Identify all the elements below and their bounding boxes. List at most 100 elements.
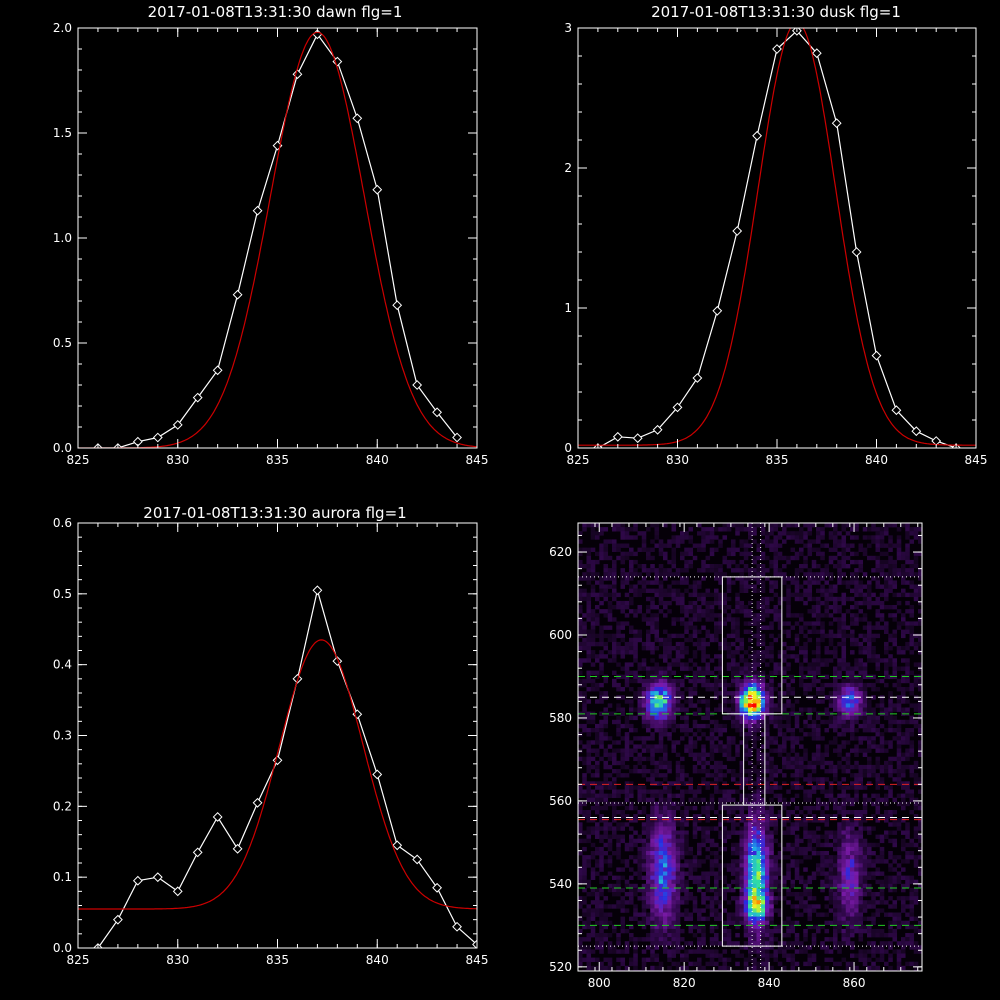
heatmap-cell (680, 814, 685, 819)
heatmap-cell (888, 867, 893, 872)
heatmap-cell (701, 715, 706, 721)
heatmap-cell (782, 539, 787, 544)
heatmap-cell (884, 621, 889, 626)
heatmap-cell (603, 830, 609, 835)
data-point-diamond (851, 247, 862, 257)
heatmap-cell (858, 822, 864, 827)
heatmap-cell (671, 715, 677, 721)
heatmap-cell (705, 855, 711, 860)
heatmap-cell (590, 609, 596, 614)
heatmap-cell (718, 863, 723, 868)
heatmap-cell (663, 572, 668, 577)
heatmap-cell (862, 703, 868, 708)
heatmap-cell (641, 863, 647, 868)
heatmap-cell (646, 826, 651, 831)
heatmap-cell (748, 600, 753, 606)
heatmap-cell (752, 822, 757, 827)
heatmap-cell (590, 715, 596, 721)
heatmap-cell (714, 896, 719, 901)
heatmap-cell (888, 793, 893, 798)
heatmap-cell (782, 830, 787, 835)
heatmap-cell (756, 654, 762, 659)
heatmap-cell (748, 797, 753, 803)
heatmap-cell (714, 576, 719, 581)
heatmap-cell (777, 797, 783, 803)
heatmap-cell (765, 539, 770, 544)
heatmap-cell (663, 687, 668, 692)
heatmap-cell (867, 580, 872, 585)
heatmap-cell (773, 715, 779, 721)
heatmap-cell (701, 609, 706, 614)
heatmap-cell (811, 564, 817, 569)
heatmap-cell (867, 535, 872, 540)
heatmap-cell (637, 760, 643, 766)
heatmap-cell (845, 846, 851, 852)
heatmap-cell (901, 887, 906, 893)
heatmap-cell (603, 646, 609, 651)
heatmap-cell (582, 547, 587, 552)
heatmap-cell (726, 551, 732, 557)
heatmap-cell (794, 531, 800, 536)
heatmap-cell (875, 539, 881, 544)
heatmap-cell (760, 896, 766, 901)
heatmap-cell (633, 527, 638, 532)
heatmap-cell (875, 600, 881, 606)
heatmap-cell (816, 691, 821, 696)
heatmap-cell (845, 719, 851, 725)
heatmap-cell (777, 785, 783, 790)
heatmap-cell (590, 633, 596, 639)
heatmap-cell (675, 740, 681, 745)
heatmap-cell (807, 715, 813, 721)
heatmap-cell (671, 830, 677, 835)
heatmap-cell (871, 711, 876, 716)
heatmap-cell (871, 875, 876, 880)
heatmap-cell (641, 744, 647, 749)
heatmap-cell (845, 883, 851, 889)
heatmap-cell (701, 568, 706, 573)
heatmap-cell (731, 810, 736, 815)
heatmap-cell (688, 736, 694, 741)
heatmap-cell (837, 633, 842, 639)
heatmap-cell (595, 654, 600, 659)
heatmap-cell (582, 838, 587, 844)
heatmap-cell (739, 863, 745, 868)
heatmap-cell (918, 867, 922, 872)
heatmap-cell (718, 539, 723, 544)
heatmap-cell (633, 744, 638, 749)
heatmap-cell (794, 637, 800, 643)
heatmap-cell (794, 793, 800, 798)
heatmap-cell (714, 851, 719, 856)
heatmap-cell (854, 658, 859, 663)
heatmap-cell (875, 527, 881, 532)
heatmap-cell (867, 641, 872, 647)
heatmap-cell (714, 568, 719, 573)
heatmap-cell (752, 572, 757, 577)
heatmap-cell (841, 637, 847, 643)
heatmap-cell (620, 621, 626, 626)
heatmap-cell (646, 691, 651, 696)
heatmap-cell (671, 863, 677, 868)
heatmap-cell (803, 641, 808, 647)
heatmap-cell (629, 769, 634, 774)
heatmap-cell (650, 736, 655, 741)
heatmap-cell (862, 797, 868, 803)
heatmap-cell (752, 838, 757, 844)
heatmap-cell (803, 666, 808, 671)
heatmap-cell (599, 711, 604, 716)
heatmap-cell (918, 539, 922, 544)
heatmap-cell (739, 838, 745, 844)
heatmap-cell (658, 797, 664, 803)
heatmap-cell (607, 744, 613, 749)
heatmap-cell (748, 584, 753, 589)
heatmap-cell (845, 855, 851, 860)
heatmap-cell (765, 719, 770, 725)
heatmap-cell (714, 596, 719, 602)
heatmap-cell (875, 793, 881, 798)
heatmap-cell (680, 826, 685, 831)
heatmap-cell (671, 814, 677, 819)
heatmap-cell (773, 605, 779, 610)
heatmap-cell (726, 814, 732, 819)
heatmap-cell (654, 760, 660, 766)
heatmap-cell (671, 859, 677, 864)
heatmap-cell (620, 580, 626, 585)
